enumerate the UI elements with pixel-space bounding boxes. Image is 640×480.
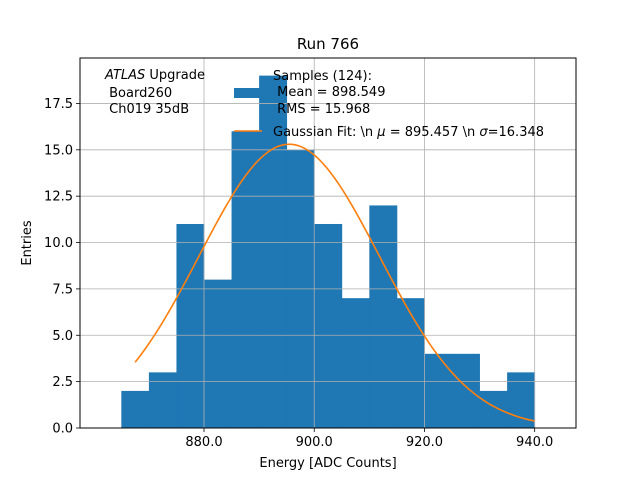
y-tick-label: 7.5 xyxy=(52,282,73,297)
legend-samples-swatch xyxy=(234,88,262,98)
legend-samples-line2: Mean = 898.549 xyxy=(273,85,385,100)
legend-fit-mid: = 895.457 \n xyxy=(386,125,480,140)
x-tick-label: 880.0 xyxy=(185,435,222,450)
legend-fit-suffix: =16.348 xyxy=(488,125,544,140)
y-tick-label: 2.5 xyxy=(52,375,73,390)
histogram-bar xyxy=(452,353,480,428)
histogram-bar xyxy=(231,131,260,428)
channel-label: Ch019 35dB xyxy=(105,102,189,117)
legend-fit-prefix: Gaussian Fit: \n xyxy=(273,125,377,140)
legend-samples-line3: RMS = 15.968 xyxy=(273,102,370,117)
x-axis-ticks: 880.0 900.0 920.0 940.0 xyxy=(185,428,553,450)
gaussian-fit xyxy=(134,143,535,422)
x-tick-label: 900.0 xyxy=(296,435,333,450)
board-label: Board260 xyxy=(105,86,172,101)
histogram-bar xyxy=(314,223,343,428)
y-tick-label: 0.0 xyxy=(52,422,73,437)
histogram-bar xyxy=(396,298,425,428)
legend-samples-line1: Samples (124): xyxy=(273,69,372,84)
y-axis-ticks: 0.0 2.5 5.0 7.5 10.0 12.5 15.0 17.5 xyxy=(44,97,80,437)
legend-mu-symbol: μ xyxy=(376,125,385,140)
histogram-bar xyxy=(259,75,288,428)
atlas-italic: ATLAS xyxy=(104,68,145,83)
legend-fit-label: Gaussian Fit: \n μ = 895.457 \n σ=16.348 xyxy=(273,125,544,140)
histogram-bar xyxy=(479,390,508,428)
plot-frame xyxy=(79,57,577,429)
histogram-bar xyxy=(204,279,232,428)
y-tick-label: 10.0 xyxy=(44,236,73,251)
y-tick-label: 17.5 xyxy=(44,97,73,112)
histogram-bar xyxy=(341,298,370,428)
chart-title: Run 766 xyxy=(297,35,359,53)
histogram-bar xyxy=(176,223,205,428)
y-tick-label: 15.0 xyxy=(44,143,73,158)
legend-sigma-symbol: σ xyxy=(479,125,488,140)
atlas-upgrade: Upgrade xyxy=(145,68,205,83)
histogram-bar xyxy=(424,353,453,428)
y-axis-title: Entries xyxy=(20,220,35,266)
histogram-bar xyxy=(369,205,398,428)
atlas-label: ATLAS Upgrade xyxy=(104,68,205,83)
x-tick-label: 920.0 xyxy=(406,435,443,450)
histogram-bar xyxy=(148,372,177,428)
x-tick-label: 940.0 xyxy=(516,435,553,450)
histogram-bar xyxy=(121,390,150,428)
gaussian-fit-curve xyxy=(134,143,535,422)
legend: Samples (124): Mean = 898.549 RMS = 15.9… xyxy=(234,69,544,140)
x-axis-title: Energy [ADC Counts] xyxy=(259,456,396,471)
y-tick-label: 5.0 xyxy=(52,329,73,344)
y-tick-label: 12.5 xyxy=(44,190,73,205)
